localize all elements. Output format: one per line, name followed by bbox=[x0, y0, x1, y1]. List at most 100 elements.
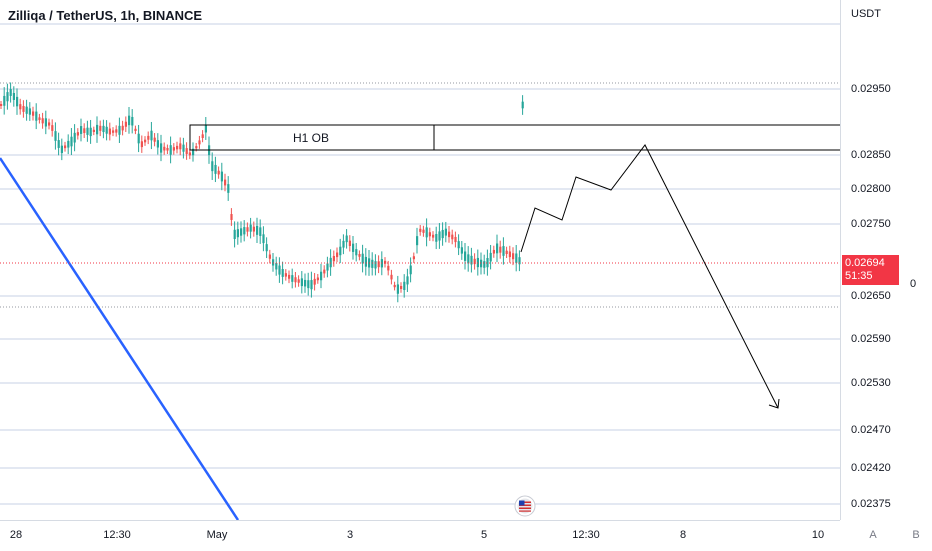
candle-body bbox=[44, 118, 47, 127]
chart-title: Zilliqa / TetherUS, 1h, BINANCE bbox=[8, 8, 203, 23]
candle-body bbox=[502, 246, 505, 256]
candle-body bbox=[323, 269, 326, 274]
candle-body bbox=[307, 280, 310, 289]
price-tick-label: 0.02375 bbox=[851, 498, 891, 510]
candle-body bbox=[358, 254, 361, 257]
right-strip: 0 bbox=[904, 0, 932, 520]
candle-body bbox=[185, 148, 188, 154]
candle-body bbox=[300, 278, 303, 287]
candle-body bbox=[28, 108, 31, 115]
candle-body bbox=[419, 228, 422, 232]
candle-body bbox=[409, 265, 412, 275]
candle-body bbox=[6, 92, 9, 102]
candle-body bbox=[179, 143, 182, 150]
candle-body bbox=[32, 111, 35, 116]
candle-body bbox=[198, 140, 201, 145]
candle-body bbox=[214, 164, 217, 174]
candle-body bbox=[102, 125, 105, 133]
candle-body bbox=[460, 247, 463, 254]
candle-body bbox=[361, 253, 364, 264]
candle-body bbox=[252, 226, 255, 232]
candle-body bbox=[492, 249, 495, 254]
candle-body bbox=[99, 125, 102, 131]
candle-body bbox=[224, 179, 227, 186]
candle-body bbox=[60, 145, 63, 154]
candle-body bbox=[169, 145, 172, 155]
candle-body bbox=[204, 124, 207, 133]
candle-body bbox=[201, 134, 204, 138]
candle-body bbox=[240, 228, 243, 236]
candle-body bbox=[220, 171, 223, 182]
candle-body bbox=[115, 129, 118, 133]
candle-body bbox=[118, 125, 121, 135]
axis-b-button[interactable]: B bbox=[912, 529, 920, 541]
candle-body bbox=[160, 143, 163, 153]
current-price-tag: 0.02694 51:35 bbox=[842, 255, 899, 285]
candle-body bbox=[364, 256, 367, 267]
candle-body bbox=[150, 130, 153, 141]
us-flag-icon[interactable] bbox=[514, 495, 536, 517]
candle-body bbox=[416, 236, 419, 246]
candle-body bbox=[467, 254, 470, 264]
h1-ob-label: H1 OB bbox=[293, 131, 329, 145]
candle-body bbox=[284, 273, 287, 277]
candle-body bbox=[256, 225, 259, 235]
price-tick-label: 0.02800 bbox=[851, 183, 891, 195]
candle-body bbox=[192, 148, 195, 156]
candle-body bbox=[294, 277, 297, 283]
projection-path[interactable] bbox=[520, 144, 779, 409]
axis-auto-button[interactable]: A bbox=[869, 529, 877, 541]
price-tick-label: 0.02950 bbox=[851, 83, 891, 95]
candle-body bbox=[19, 104, 22, 110]
candle-body bbox=[496, 243, 499, 254]
candle-body bbox=[448, 231, 451, 238]
candle-body bbox=[9, 89, 12, 96]
candle-body bbox=[345, 235, 348, 243]
time-axis[interactable]: 28 12:30 May 3 5 12:30 8 10 bbox=[0, 520, 840, 551]
price-axis[interactable]: USDT 0.02950 0.02850 0.02800 0.02750 0.02650… bbox=[840, 0, 905, 520]
candle-body bbox=[281, 269, 284, 277]
candle-body bbox=[227, 184, 230, 193]
price-tick-label: 0.02850 bbox=[851, 149, 891, 161]
projection-arrowhead bbox=[768, 398, 780, 409]
candle-body bbox=[73, 132, 76, 143]
candle-body bbox=[38, 117, 41, 121]
candle-body bbox=[0, 104, 3, 106]
candle-body bbox=[486, 258, 489, 268]
candle-body bbox=[400, 285, 403, 290]
candle-body bbox=[105, 126, 108, 134]
candle-body bbox=[505, 250, 508, 255]
candle-body bbox=[124, 121, 127, 127]
candle-body bbox=[272, 259, 275, 266]
candle-body bbox=[377, 261, 380, 268]
candle-body bbox=[508, 251, 511, 258]
candle-body bbox=[22, 106, 25, 112]
candle-body bbox=[355, 249, 358, 256]
candle-body bbox=[265, 244, 268, 252]
candle-body bbox=[70, 136, 73, 147]
candle-body bbox=[51, 125, 54, 131]
candle-body bbox=[131, 116, 134, 126]
candle-body bbox=[512, 253, 515, 260]
candle-body bbox=[96, 124, 99, 135]
candle-body bbox=[310, 280, 313, 290]
candle-body bbox=[211, 161, 214, 172]
candle-body bbox=[128, 115, 131, 126]
chart-canvas[interactable]: H1 OB bbox=[0, 0, 840, 520]
candle-body bbox=[499, 246, 502, 253]
candle-body bbox=[403, 281, 406, 291]
chart-area[interactable]: H1 OB Zilliqa / TetherUS, 1h, BINANCE bbox=[0, 0, 840, 520]
price-tick-label: 0.02470 bbox=[851, 424, 891, 436]
blue-trendline[interactable] bbox=[0, 157, 240, 520]
candle-body bbox=[320, 271, 323, 281]
candle-body bbox=[275, 263, 278, 270]
candle-body bbox=[304, 279, 307, 287]
time-label: 3 bbox=[346, 529, 354, 541]
candle-body bbox=[176, 145, 179, 150]
candle-body bbox=[313, 278, 316, 285]
candle-body bbox=[144, 139, 147, 143]
candle-body bbox=[332, 255, 335, 262]
candle-body bbox=[451, 234, 454, 240]
candle-body bbox=[25, 106, 28, 114]
candle-body bbox=[217, 170, 220, 175]
